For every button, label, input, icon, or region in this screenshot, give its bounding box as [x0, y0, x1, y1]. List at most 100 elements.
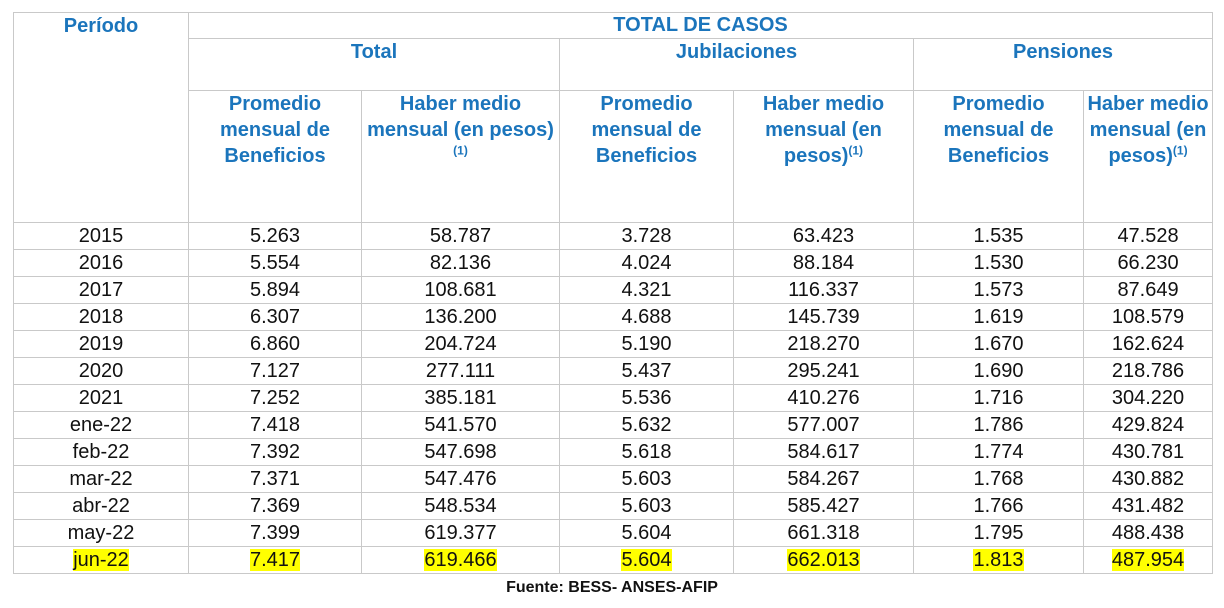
cell-text: abr-22 — [72, 495, 130, 517]
value-cell: 136.200 — [361, 303, 560, 331]
cell-text: mar-22 — [69, 468, 133, 490]
cell-text: 218.786 — [1111, 360, 1185, 382]
cell-text: 7.392 — [249, 441, 301, 463]
cell-text: 6.307 — [249, 306, 301, 328]
cell-text: 5.632 — [621, 414, 672, 436]
value-cell: 548.534 — [361, 492, 560, 520]
cell-text: 1.786 — [973, 414, 1024, 436]
source-note: Fuente: BESS- ANSES-AFIP — [506, 579, 718, 596]
table-row: feb-22 7.392 547.698 5.618 584.617 1.774 430.7… — [13, 438, 1214, 466]
cell-text: 47.528 — [1117, 225, 1179, 247]
period-cell: mar-22 — [13, 465, 189, 493]
value-cell: 47.528 — [1082, 222, 1214, 250]
cell-text: 584.617 — [787, 441, 860, 463]
value-cell: 88.184 — [733, 249, 914, 277]
cell-text: 7.369 — [249, 495, 301, 517]
cell-text: 5.603 — [621, 495, 672, 517]
column-header-text: Haber medio mensual (en pesos) — [1087, 93, 1209, 167]
section-header: Jubilaciones — [559, 38, 914, 91]
cell-text: 145.739 — [787, 306, 860, 328]
column-header-text: Promedio mensual de Beneficios — [219, 93, 331, 167]
cell-text: 577.007 — [787, 414, 860, 436]
cell-text: 5.604 — [621, 522, 672, 544]
table-row: mar-22 7.371 547.476 5.603 584.267 1.768 430.8… — [13, 465, 1214, 493]
cell-text: 2020 — [78, 360, 124, 382]
value-cell: 1.716 — [913, 384, 1084, 412]
value-cell: 108.579 — [1082, 303, 1214, 331]
value-cell: 7.252 — [188, 384, 362, 412]
period-cell: 2017 — [13, 276, 189, 304]
cell-text: 1.530 — [973, 252, 1024, 274]
value-cell: 5.190 — [559, 330, 734, 358]
value-cell: 7.399 — [188, 519, 362, 547]
cell-text: 7.418 — [249, 414, 301, 436]
cell-text: 2017 — [78, 279, 124, 301]
cell-text: 662.013 — [787, 549, 860, 571]
cell-text: 87.649 — [1117, 279, 1179, 301]
value-cell: 4.688 — [559, 303, 734, 331]
table-body: 2015 5.263 58.787 3.728 63.423 1.535 47.528 201… — [13, 222, 1214, 574]
cell-text: 1.690 — [973, 360, 1024, 382]
value-cell: 619.466 — [361, 546, 560, 574]
section-header: Total — [188, 38, 560, 91]
cell-text: 1.619 — [973, 306, 1024, 328]
cell-text: 218.270 — [787, 333, 860, 355]
cell-text: 63.423 — [792, 225, 855, 247]
cell-text: 277.111 — [425, 360, 496, 382]
cell-text: 7.417 — [249, 549, 301, 571]
cell-text: 410.276 — [787, 387, 860, 409]
value-cell: 7.127 — [188, 357, 362, 385]
value-cell: 430.781 — [1082, 438, 1214, 466]
cell-text: 108.579 — [1111, 306, 1185, 328]
cell-text: 204.724 — [424, 333, 497, 355]
value-cell: 5.437 — [559, 357, 734, 385]
value-cell: 116.337 — [733, 276, 914, 304]
value-cell: 577.007 — [733, 411, 914, 439]
cell-text: 3.728 — [621, 225, 672, 247]
value-cell: 7.417 — [188, 546, 362, 574]
value-cell: 541.570 — [361, 411, 560, 439]
cell-text: 430.781 — [1111, 441, 1185, 463]
period-cell: feb-22 — [13, 438, 189, 466]
cell-text: 619.466 — [424, 549, 497, 571]
period-cell: may-22 — [13, 519, 189, 547]
value-cell: 277.111 — [361, 357, 560, 385]
value-cell: 4.024 — [559, 249, 734, 277]
column-header: Promedio mensual de Beneficios — [559, 90, 734, 223]
value-cell: 66.230 — [1082, 249, 1214, 277]
value-cell: 5.604 — [559, 546, 734, 574]
cell-text: 431.482 — [1111, 495, 1185, 517]
cell-text: 547.476 — [424, 468, 497, 490]
value-cell: 430.882 — [1082, 465, 1214, 493]
period-cell: 2019 — [13, 330, 189, 358]
cell-text: 7.399 — [249, 522, 301, 544]
value-cell: 547.476 — [361, 465, 560, 493]
cell-text: 108.681 — [424, 279, 497, 301]
value-cell: 1.573 — [913, 276, 1084, 304]
value-cell: 431.482 — [1082, 492, 1214, 520]
value-cell: 5.603 — [559, 492, 734, 520]
value-cell: 584.267 — [733, 465, 914, 493]
value-cell: 87.649 — [1082, 276, 1214, 304]
value-cell: 5.632 — [559, 411, 734, 439]
value-cell: 7.371 — [188, 465, 362, 493]
column-header: Haber medio mensual (en pesos)(1) — [1082, 90, 1214, 223]
column-header: Haber medio mensual (en pesos)(1) — [733, 90, 914, 223]
value-cell: 1.535 — [913, 222, 1084, 250]
value-cell: 218.786 — [1082, 357, 1214, 385]
value-cell: 1.530 — [913, 249, 1084, 277]
value-cell: 204.724 — [361, 330, 560, 358]
value-cell: 5.618 — [559, 438, 734, 466]
value-cell: 5.894 — [188, 276, 362, 304]
period-cell: ene-22 — [13, 411, 189, 439]
period-header: Período — [13, 12, 189, 223]
table-row: 2021 7.252 385.181 5.536 410.276 1.716 304.220 — [13, 384, 1214, 412]
value-cell: 145.739 — [733, 303, 914, 331]
column-header: Promedio mensual de Beneficios — [188, 90, 362, 223]
cell-text: 1.573 — [973, 279, 1024, 301]
cell-text: 7.252 — [249, 387, 301, 409]
column-header-text: Haber medio mensual (en pesos) — [762, 93, 885, 167]
value-cell: 162.624 — [1082, 330, 1214, 358]
footnote-mark: (1) — [453, 143, 468, 158]
cell-text: 541.570 — [424, 414, 497, 436]
